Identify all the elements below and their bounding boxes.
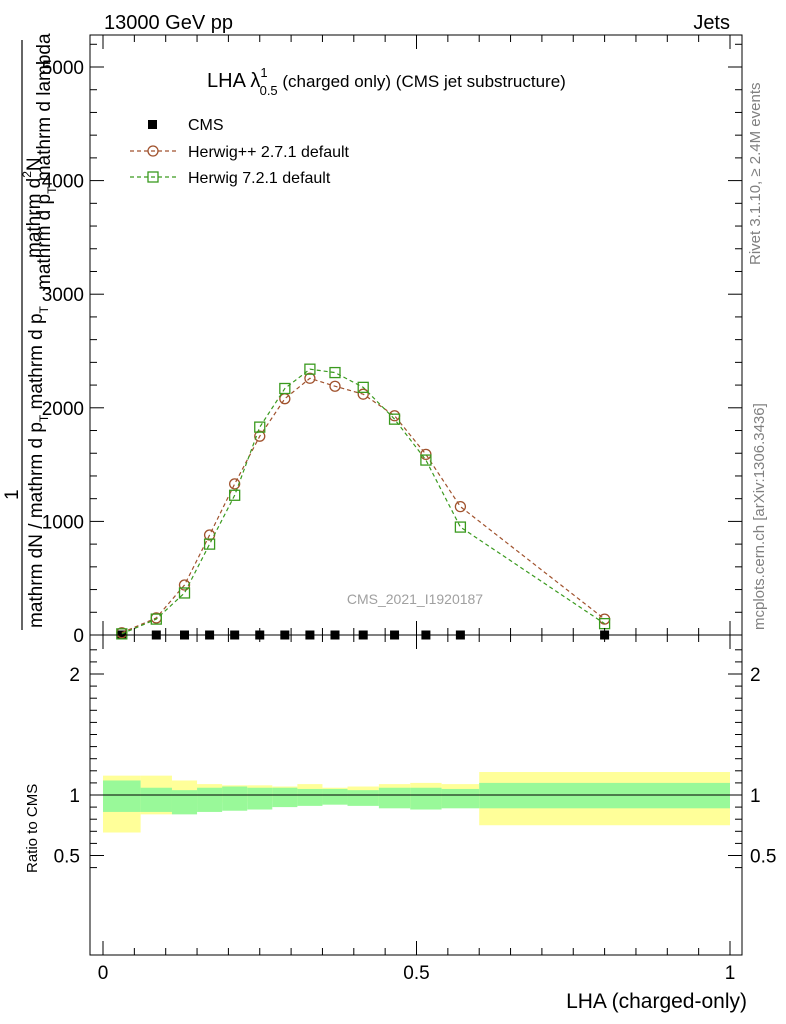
ratio-plot-marks — [90, 772, 742, 833]
rivet-side-label: Rivet 3.1.10, ≥ 2.4M events — [747, 83, 764, 266]
x-tick-label: 0.5 — [403, 963, 429, 984]
ratio-inner-band — [222, 786, 248, 811]
ratio-y-tick-label-right: 2 — [750, 665, 761, 686]
analysis-watermark: CMS_2021_I1920187 — [347, 591, 483, 607]
series-line-1 — [121, 377, 605, 634]
main-y-axis-label: mathrm d2N mathrm d pT mathrm d lambda 1… — [2, 33, 59, 630]
ratio-inner-band — [247, 787, 273, 810]
herwigpp-data-point — [420, 448, 432, 461]
legend-herwig7-marker — [147, 171, 159, 183]
title-sub: 0.5 — [260, 83, 278, 98]
y-label-den-1: mathrm d p — [34, 194, 55, 290]
legend: CMS Herwig++ 2.7.1 default Herwig 7.2.1 … — [130, 117, 350, 187]
y-label-num: mathrm d2N — [20, 157, 45, 258]
y-label-num-1: mathrm d — [24, 178, 45, 258]
ratio-inner-band — [297, 788, 323, 806]
ratio-inner-band — [410, 787, 442, 810]
herwig7-data-point — [203, 538, 216, 550]
herwigpp-data-point — [304, 372, 316, 384]
herwig7-data-point — [388, 413, 401, 425]
y-label-den-sub: T — [45, 186, 59, 194]
herwig7-data-point — [254, 421, 266, 433]
herwig7-data-point — [304, 363, 316, 375]
legend-herwigpp-marker — [147, 145, 159, 157]
ratio-inner-band — [272, 787, 298, 808]
herwigpp-data-point — [388, 410, 401, 422]
y-label-pre-1: 1 — [2, 489, 23, 500]
main-y-tick-label: 2000 — [42, 399, 84, 420]
y-label-num-sup: 2 — [20, 171, 34, 178]
herwigpp-data-point — [329, 380, 341, 392]
herwigpp-data-point — [254, 430, 266, 442]
ratio-y-tick-label-right: 0.5 — [750, 847, 776, 868]
main-y-ticks: 0 1000 2000 3000 4000 5000 — [42, 35, 742, 647]
main-y-tick-label: 5000 — [42, 58, 84, 79]
main-chart-title: LHA λ1 0.5 (charged only) (CMS jet substr… — [207, 65, 566, 98]
y-label-den-text: mathrm d pT mathrm d lambda — [34, 33, 59, 290]
ratio-y-axis-label: Ratio to CMS — [24, 784, 41, 873]
herwigpp-data-point — [178, 579, 191, 591]
main-y-tick-label: 4000 — [42, 172, 84, 193]
ratio-inner-band — [441, 788, 480, 809]
title-main: LHA λ — [207, 70, 260, 92]
main-y-tick-label: 1000 — [42, 512, 84, 533]
ratio-inner-band — [171, 790, 198, 815]
x-axis-label: LHA (charged-only) — [566, 990, 747, 1013]
y-label-pre-text: mathrm dN / mathrm d pT mathrm d pT — [26, 305, 51, 628]
ratio-inner-band — [103, 780, 141, 812]
y-label-pre-sub2: T — [37, 305, 51, 313]
legend-herwig7-label: Herwig 7.2.1 default — [188, 170, 331, 187]
herwigpp-data-point — [229, 478, 241, 490]
title-sup: 1 — [260, 65, 267, 80]
herwig7-data-point — [329, 366, 341, 379]
herwig7-data-point — [150, 613, 162, 625]
header-left-label: 13000 GeV pp — [104, 12, 233, 34]
ratio-inner-band — [479, 782, 730, 809]
herwigpp-data-point — [454, 500, 467, 513]
ratio-y-tick-label-right: 1 — [750, 786, 761, 807]
mcplots-side-label: mcplots.cern.ch [arXiv:1306.3436] — [751, 403, 768, 630]
x-tick-label: 0 — [98, 963, 109, 984]
ratio-inner-band — [322, 788, 348, 805]
y-label-num-2: N — [24, 157, 45, 171]
y-label-pre-2: mathrm dN / mathrm d p — [26, 422, 47, 628]
main-y-tick-label: 0 — [73, 626, 84, 647]
header-right-label: Jets — [693, 12, 730, 34]
y-label-pre-3: mathrm d p — [26, 313, 47, 414]
series-line-2 — [121, 368, 605, 635]
herwig7-data-point — [454, 521, 467, 533]
ratio-axis-ticks: 0.5 0.5 1 1 2 2 0 0.5 1 — [54, 635, 776, 984]
ratio-inner-band — [347, 790, 379, 806]
herwig7-data-point — [178, 587, 191, 599]
main-y-tick-label: 3000 — [42, 285, 84, 306]
legend-cms-label: CMS — [188, 117, 224, 134]
herwig7-data-point — [279, 382, 291, 395]
legend-cms-marker — [148, 120, 157, 129]
herwigpp-data-point — [279, 393, 291, 405]
title-rest: (charged only) (CMS jet substructure) — [278, 72, 566, 91]
herwig7-data-point — [357, 381, 369, 394]
herwigpp-data-point — [357, 388, 369, 400]
ratio-y-tick-label-left: 0.5 — [54, 847, 80, 868]
legend-herwigpp-label: Herwig++ 2.7.1 default — [188, 144, 350, 161]
ratio-y-tick-label-left: 1 — [69, 786, 80, 807]
y-label-den-2: mathrm d lambda — [34, 33, 55, 187]
ratio-inner-band — [140, 787, 172, 812]
ratio-inner-band — [378, 787, 411, 809]
herwig7-data-point — [420, 454, 432, 466]
herwig7-data-point — [229, 489, 241, 501]
y-label-pre-sub: T — [37, 414, 51, 422]
x-tick-label: 1 — [725, 963, 736, 984]
herwig7-data-point — [116, 628, 128, 640]
ratio-inner-band — [197, 787, 223, 812]
ratio-y-tick-label-left: 2 — [69, 665, 80, 686]
